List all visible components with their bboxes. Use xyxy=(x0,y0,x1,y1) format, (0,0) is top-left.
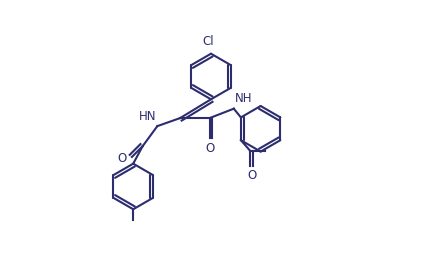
Text: NH: NH xyxy=(235,92,253,105)
Text: Cl: Cl xyxy=(203,35,214,48)
Text: O: O xyxy=(205,142,214,155)
Text: O: O xyxy=(247,169,256,182)
Text: O: O xyxy=(118,152,127,165)
Text: HN: HN xyxy=(138,110,156,123)
